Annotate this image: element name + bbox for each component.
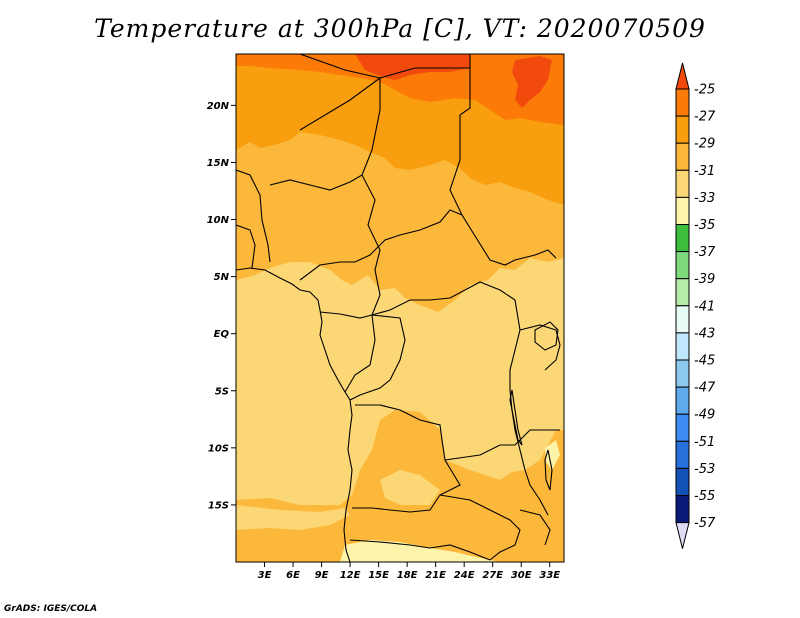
colorbar-label: -31 [694, 164, 715, 179]
border-14 [439, 494, 521, 561]
colorbar-label: -51 [694, 435, 715, 450]
colorbar-box [675, 413, 690, 442]
lon-tick-label: 15E [368, 570, 389, 581]
colorbar-label: -33 [694, 191, 715, 206]
border-12 [352, 404, 461, 513]
political-borders [236, 54, 561, 562]
lon-tick-label: 6E [286, 570, 300, 581]
colorbar-box [675, 305, 690, 334]
map-frame [235, 53, 565, 563]
lon-tick-label: 33E [539, 570, 560, 581]
coastline-west-africa [236, 267, 353, 562]
colorbar-label: -55 [694, 489, 715, 504]
border-11 [349, 314, 406, 401]
colorbar-label: -49 [694, 408, 715, 423]
border-17 [444, 429, 560, 461]
colorbar-box [675, 278, 690, 307]
band-35-33-patch [545, 440, 560, 470]
colorbar-label: -45 [694, 354, 715, 369]
lat-tick-label: EQ [214, 329, 230, 340]
temperature-field [236, 54, 564, 562]
border-18 [519, 509, 551, 546]
colorbar-box [675, 332, 690, 361]
colorbar-label: -47 [694, 381, 716, 396]
border-5 [379, 67, 557, 266]
border-13 [349, 539, 491, 561]
grads-credit: GrADS: IGES/COLA [4, 604, 98, 614]
lon-tick-label: 27E [482, 570, 503, 581]
colorbar-box [675, 440, 690, 469]
band-27-25-core [355, 54, 470, 80]
lon-tick-label: 9E [315, 570, 329, 581]
border-16 [519, 324, 561, 371]
chart-title: Temperature at 300hPa [C], VT: 202007050… [94, 14, 706, 43]
colorbar-label: -41 [694, 299, 715, 314]
band-27-25-ne [512, 56, 552, 108]
colorbar-label: -57 [694, 516, 716, 531]
latitude-axis: 20N 15N 10N 5N EQ 5S 10S 15S [207, 101, 236, 511]
colorbar-label: -53 [694, 462, 715, 477]
lat-tick-label: 5S [215, 386, 229, 397]
colorbar-box [675, 224, 690, 253]
lon-tick-label: 24E [454, 570, 475, 581]
colorbar-label: -29 [694, 137, 715, 152]
colorbar-label: -39 [694, 272, 715, 287]
border-8 [299, 209, 463, 281]
lat-tick-label: 5N [214, 272, 230, 283]
longitude-axis: 3E 6E 9E 12E 15E 18E 21E 24E 27E 30E 33E [258, 562, 560, 581]
lat-tick-label: 15N [207, 158, 230, 169]
border-1 [236, 169, 271, 263]
colorbar-box [675, 196, 690, 225]
lake-victoria [534, 321, 559, 351]
lake-tanganyika [509, 389, 523, 446]
colorbar-box [675, 386, 690, 415]
band-33-31-south-2 [380, 470, 440, 505]
border-3 [299, 76, 381, 316]
colorbar-box [675, 169, 690, 198]
colorbar-top-triangle [675, 62, 690, 90]
colorbar-label: -25 [694, 83, 715, 98]
band-35-33-south [340, 540, 500, 562]
colorbar-label: -43 [694, 326, 715, 341]
colorbar-box [675, 115, 690, 144]
border-4 [299, 54, 381, 79]
lon-tick-label: 12E [340, 570, 361, 581]
border-7 [269, 174, 363, 191]
colorbar-box [675, 359, 690, 388]
colorbar: -25 -27 -29 -31 -33 -35 -37 -39 -41 -43 -45 -47 -49 -… [675, 62, 716, 549]
border-9 [371, 281, 516, 316]
lon-tick-label: 18E [397, 570, 418, 581]
colorbar-bottom-triangle [675, 522, 690, 549]
colorbar-label: -35 [694, 218, 715, 233]
border-2 [236, 224, 256, 269]
band-27-25-north [236, 54, 564, 125]
band-29-27-west [236, 132, 300, 175]
colorbar-box [675, 495, 690, 524]
colorbar-label: -27 [694, 110, 716, 125]
lon-tick-label: 3E [258, 570, 272, 581]
lat-tick-label: 20N [207, 101, 230, 112]
colorbar-box [675, 142, 690, 171]
lat-tick-label: 10S [208, 443, 229, 454]
lon-tick-label: 30E [511, 570, 532, 581]
lake-malawi [544, 449, 553, 491]
colorbar-box [675, 88, 690, 117]
band-33-31-south-tongue [236, 505, 350, 530]
colorbar-label: -37 [694, 245, 716, 260]
colorbar-box [675, 467, 690, 496]
colorbar-box [675, 251, 690, 280]
lat-tick-label: 15S [208, 500, 229, 511]
lon-tick-label: 21E [425, 570, 446, 581]
border-10 [319, 311, 376, 393]
lat-tick-label: 10N [207, 215, 230, 226]
